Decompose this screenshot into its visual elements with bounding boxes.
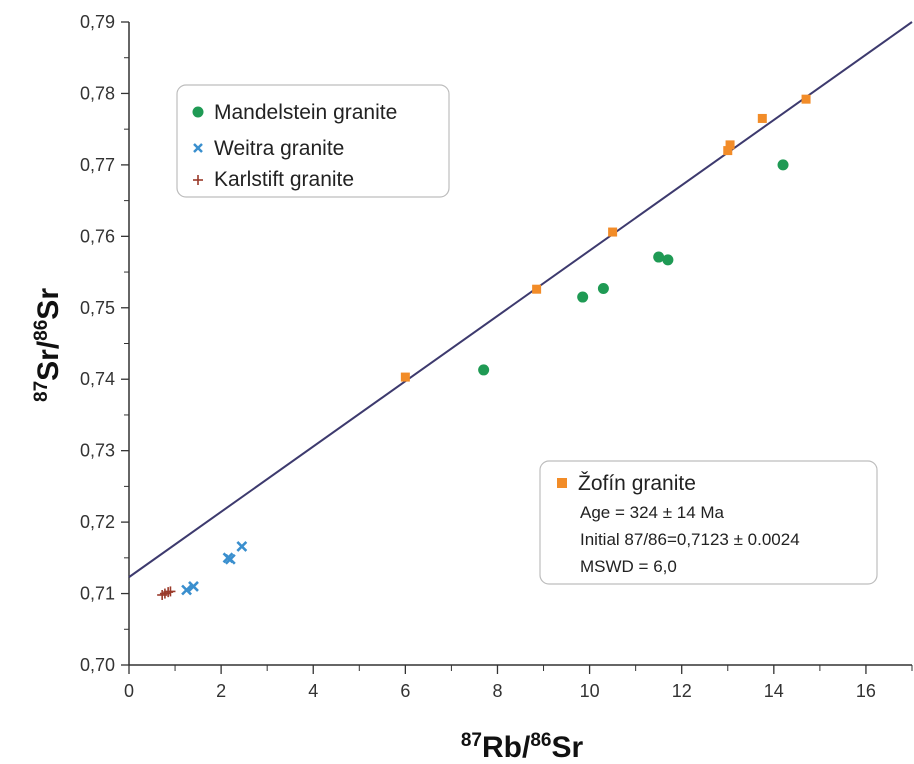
isochron-line <box>128 21 913 578</box>
data-point <box>597 282 609 294</box>
y-tick-label: 0,77 <box>80 155 115 175</box>
data-point <box>653 251 665 263</box>
legend-label-mandelstein: Mandelstein granite <box>214 101 397 124</box>
data-point <box>608 227 618 237</box>
data-point-stroke <box>224 553 236 565</box>
legend-marker-mandelstein <box>192 106 204 118</box>
annotation-age: Age = 324 ± 14 Ma <box>580 503 725 522</box>
data-point <box>777 159 789 171</box>
y-axis-sup-1: 87 <box>31 381 52 402</box>
legend-label-weitra: Weitra granite <box>214 137 344 160</box>
x-axis-main: Rb/ <box>482 731 531 764</box>
regression-line-group <box>128 21 913 578</box>
y-tick-label: 0,71 <box>80 584 115 604</box>
y-axis-tail: Sr <box>32 288 65 320</box>
series-circle <box>478 159 789 376</box>
x-axis-title: 87Rb/86Sr <box>461 730 584 764</box>
isochron-annotation: Žofín granite Age = 324 ± 14 Ma Initial … <box>539 460 878 585</box>
y-tick-label: 0,74 <box>80 369 115 389</box>
y-tick-label: 0,79 <box>80 12 115 32</box>
legend-box <box>176 84 450 198</box>
series-x <box>181 540 248 596</box>
data-point <box>224 553 236 565</box>
data-point <box>532 284 542 294</box>
data-points <box>157 94 811 600</box>
series-plus <box>157 586 176 600</box>
x-axis-sup-2: 86 <box>530 730 551 751</box>
data-point <box>757 113 767 123</box>
data-point <box>188 580 199 592</box>
data-point <box>662 254 674 266</box>
data-point <box>400 372 410 382</box>
y-tick-label: 0,70 <box>80 655 115 675</box>
data-point <box>165 586 176 597</box>
x-axis-tail: Sr <box>551 731 583 764</box>
data-point <box>478 364 490 376</box>
annotation-box <box>539 460 878 585</box>
x-tick-label: 2 <box>216 681 226 701</box>
x-axis-sup-1: 87 <box>461 730 482 751</box>
data-point-stroke <box>188 580 199 592</box>
annotation-title: Žofín granite <box>578 472 696 495</box>
ticks: 0,70 0,71 0,72 0,73 0,74 0,75 0,76 0,77 0,78 0,79… <box>80 12 913 701</box>
annotation-marker-zofin <box>557 478 567 488</box>
x-tick-label: 8 <box>492 681 502 701</box>
legend: Mandelstein granite Weitra granite Karls… <box>176 84 450 198</box>
series-square <box>400 94 811 382</box>
data-point-stroke <box>236 540 248 552</box>
y-tick-label: 0,76 <box>80 226 115 246</box>
legend-marker-weitra <box>193 143 203 153</box>
annotation-mswd: MSWD = 6,0 <box>580 557 677 576</box>
y-tick-label: 0,72 <box>80 512 115 532</box>
y-tick-label: 0,78 <box>80 83 115 103</box>
y-tick-label: 0,73 <box>80 441 115 461</box>
y-axis-sup-2: 86 <box>31 320 52 341</box>
x-tick-label: 10 <box>580 681 600 701</box>
y-tick-label: 0,75 <box>80 298 115 318</box>
data-point <box>801 94 811 104</box>
data-point <box>723 146 733 156</box>
x-tick-label: 16 <box>856 681 876 701</box>
data-point <box>725 140 735 150</box>
x-tick-label: 4 <box>308 681 318 701</box>
legend-marker-karlstift <box>193 175 203 185</box>
data-point <box>577 291 589 303</box>
data-point-stroke <box>181 584 192 596</box>
x-tick-label: 0 <box>124 681 134 701</box>
x-tick-label: 14 <box>764 681 784 701</box>
annotation-initial-ratio: Initial 87/86=0,7123 ± 0.0024 <box>580 530 800 549</box>
legend-label-karlstift: Karlstift granite <box>214 168 354 191</box>
y-axis-main: Sr/ <box>32 340 65 381</box>
x-tick-label: 12 <box>672 681 692 701</box>
data-point <box>181 584 192 596</box>
data-point <box>236 540 248 552</box>
y-axis-title: 87Sr/86Sr <box>31 288 65 402</box>
x-tick-label: 6 <box>400 681 410 701</box>
